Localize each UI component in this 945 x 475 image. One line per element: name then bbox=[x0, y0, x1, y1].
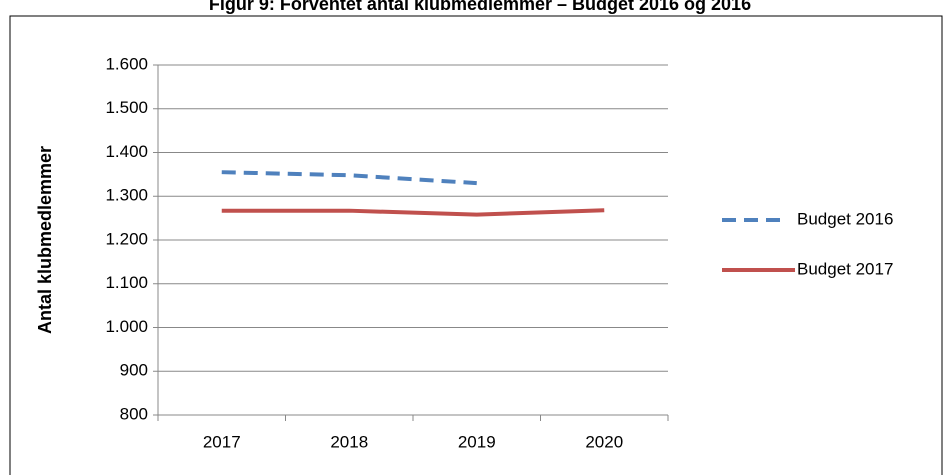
y-tick-label: 1.400 bbox=[105, 142, 148, 161]
y-tick-label: 1.600 bbox=[105, 54, 148, 73]
y-tick-label: 1.500 bbox=[105, 98, 148, 117]
y-tick-label: 1.200 bbox=[105, 229, 148, 248]
y-tick-label: 1.100 bbox=[105, 273, 148, 292]
y-axis-label: Antal klubmedlemmer bbox=[35, 146, 55, 334]
x-tick-label: 2019 bbox=[458, 432, 496, 451]
chart-border bbox=[9, 15, 943, 475]
x-tick-label: 2017 bbox=[203, 432, 241, 451]
legend-label: Budget 2017 bbox=[797, 259, 893, 278]
legend-label: Budget 2016 bbox=[797, 209, 893, 228]
series-line bbox=[221, 208, 605, 217]
y-tick-label: 1.000 bbox=[105, 317, 148, 336]
chart-title: Figur 9: Forventet antal klubmedlemmer –… bbox=[209, 0, 751, 14]
y-tick-label: 800 bbox=[120, 404, 148, 423]
x-tick-label: 2020 bbox=[585, 432, 623, 451]
y-tick-label: 900 bbox=[120, 361, 148, 380]
y-tick-label: 1.300 bbox=[105, 186, 148, 205]
x-tick-label: 2018 bbox=[330, 432, 368, 451]
